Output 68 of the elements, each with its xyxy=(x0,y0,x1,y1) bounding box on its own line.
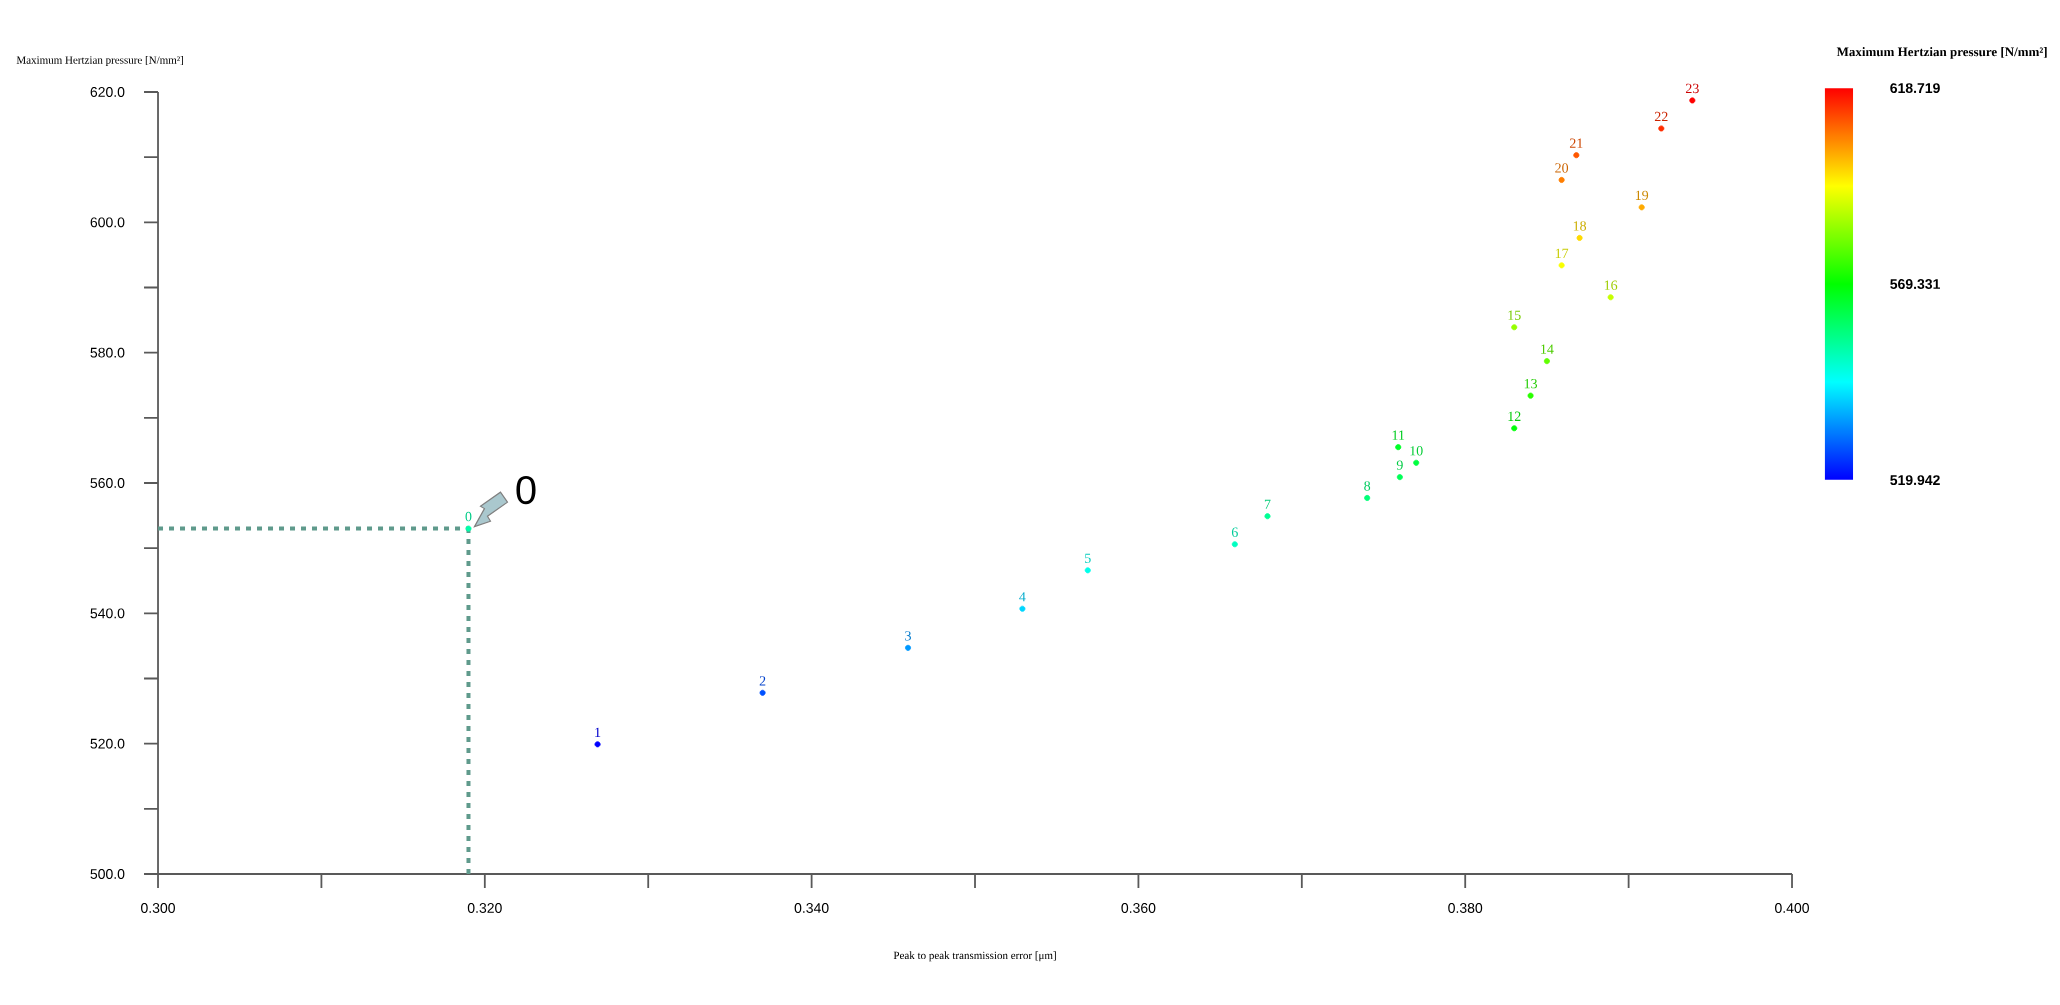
annotation: 18 xyxy=(1573,221,1587,231)
point xyxy=(1511,425,1518,432)
point xyxy=(1689,97,1696,104)
annotation: 17 xyxy=(1555,248,1569,258)
point xyxy=(759,689,766,696)
annotation: 13 xyxy=(1524,378,1538,389)
y-tick-label: 580.0 xyxy=(90,347,125,358)
point xyxy=(1638,204,1645,211)
x-tick-label: 0.380 xyxy=(1448,903,1483,913)
y-tick-label: 620.0 xyxy=(90,87,125,97)
annotation: 6 xyxy=(1231,527,1238,537)
annotation: 19 xyxy=(1635,190,1649,201)
annotation: 9 xyxy=(1396,460,1403,470)
point xyxy=(1264,513,1271,520)
point xyxy=(1511,324,1518,331)
y-axis-title: Maximum Hertzian pressure [N/mm²] xyxy=(16,55,183,66)
annotation: 20 xyxy=(1555,163,1569,173)
annotation: 22 xyxy=(1654,111,1668,122)
point xyxy=(465,525,472,532)
point xyxy=(1019,605,1026,612)
annotation: 3 xyxy=(905,631,911,641)
annotation: 12 xyxy=(1508,411,1521,421)
annotation: 11 xyxy=(1392,430,1405,440)
annotation: 0 xyxy=(516,475,536,505)
annotation: 16 xyxy=(1604,280,1618,290)
annotation: 8 xyxy=(1364,481,1371,491)
annotation: 15 xyxy=(1508,310,1521,320)
annotation: 7 xyxy=(1264,499,1271,509)
color-bar-label: 618.719 xyxy=(1890,83,1940,94)
point xyxy=(1364,494,1371,501)
annotation: 5 xyxy=(1085,553,1091,563)
point xyxy=(1543,358,1550,365)
y-tick-label: 540.0 xyxy=(90,608,125,619)
point xyxy=(905,644,912,651)
point xyxy=(594,741,601,748)
y-tick-label: 560.0 xyxy=(90,478,125,488)
point xyxy=(1527,392,1534,399)
point xyxy=(1658,125,1665,132)
y-tick-label: 500.0 xyxy=(90,869,125,879)
point xyxy=(1576,234,1583,241)
annotation: 1 xyxy=(595,727,601,737)
point xyxy=(1558,176,1565,183)
x-tick-label: 0.400 xyxy=(1775,903,1809,913)
point xyxy=(1558,262,1565,269)
y-tick-label: 520.0 xyxy=(90,738,125,749)
point xyxy=(1396,474,1403,481)
point xyxy=(1395,444,1402,451)
annotation: 10 xyxy=(1410,446,1423,456)
annotation: 2 xyxy=(759,676,766,686)
annotation: 14 xyxy=(1541,344,1554,354)
x-tick-label: 0.300 xyxy=(141,903,175,913)
point xyxy=(1084,567,1091,574)
annotation: 4 xyxy=(1019,592,1026,602)
point xyxy=(1413,459,1420,466)
point xyxy=(1607,294,1614,301)
color-bar-label: 519.942 xyxy=(1890,475,1940,486)
x-axis-title: Peak to peak transmission error [μm] xyxy=(893,951,1056,962)
annotation: 23 xyxy=(1685,83,1699,94)
color-bar-label: 569.331 xyxy=(1890,279,1940,290)
x-tick-label: 0.320 xyxy=(467,903,502,913)
y-tick-label: 600.0 xyxy=(90,217,125,228)
annotation: 0 xyxy=(465,511,472,522)
x-tick-label: 0.340 xyxy=(794,903,829,913)
x-tick-label: 0.360 xyxy=(1121,903,1156,913)
color-bar-title: Maximum Hertzian pressure [N/mm²] xyxy=(1836,47,2047,59)
annotation: 21 xyxy=(1569,138,1583,148)
point xyxy=(1231,541,1238,548)
point xyxy=(1573,152,1580,159)
